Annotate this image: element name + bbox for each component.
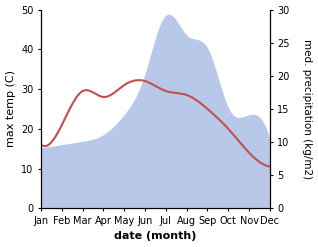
Y-axis label: med. precipitation (kg/m2): med. precipitation (kg/m2): [302, 39, 313, 179]
X-axis label: date (month): date (month): [114, 231, 197, 242]
Y-axis label: max temp (C): max temp (C): [5, 70, 16, 147]
